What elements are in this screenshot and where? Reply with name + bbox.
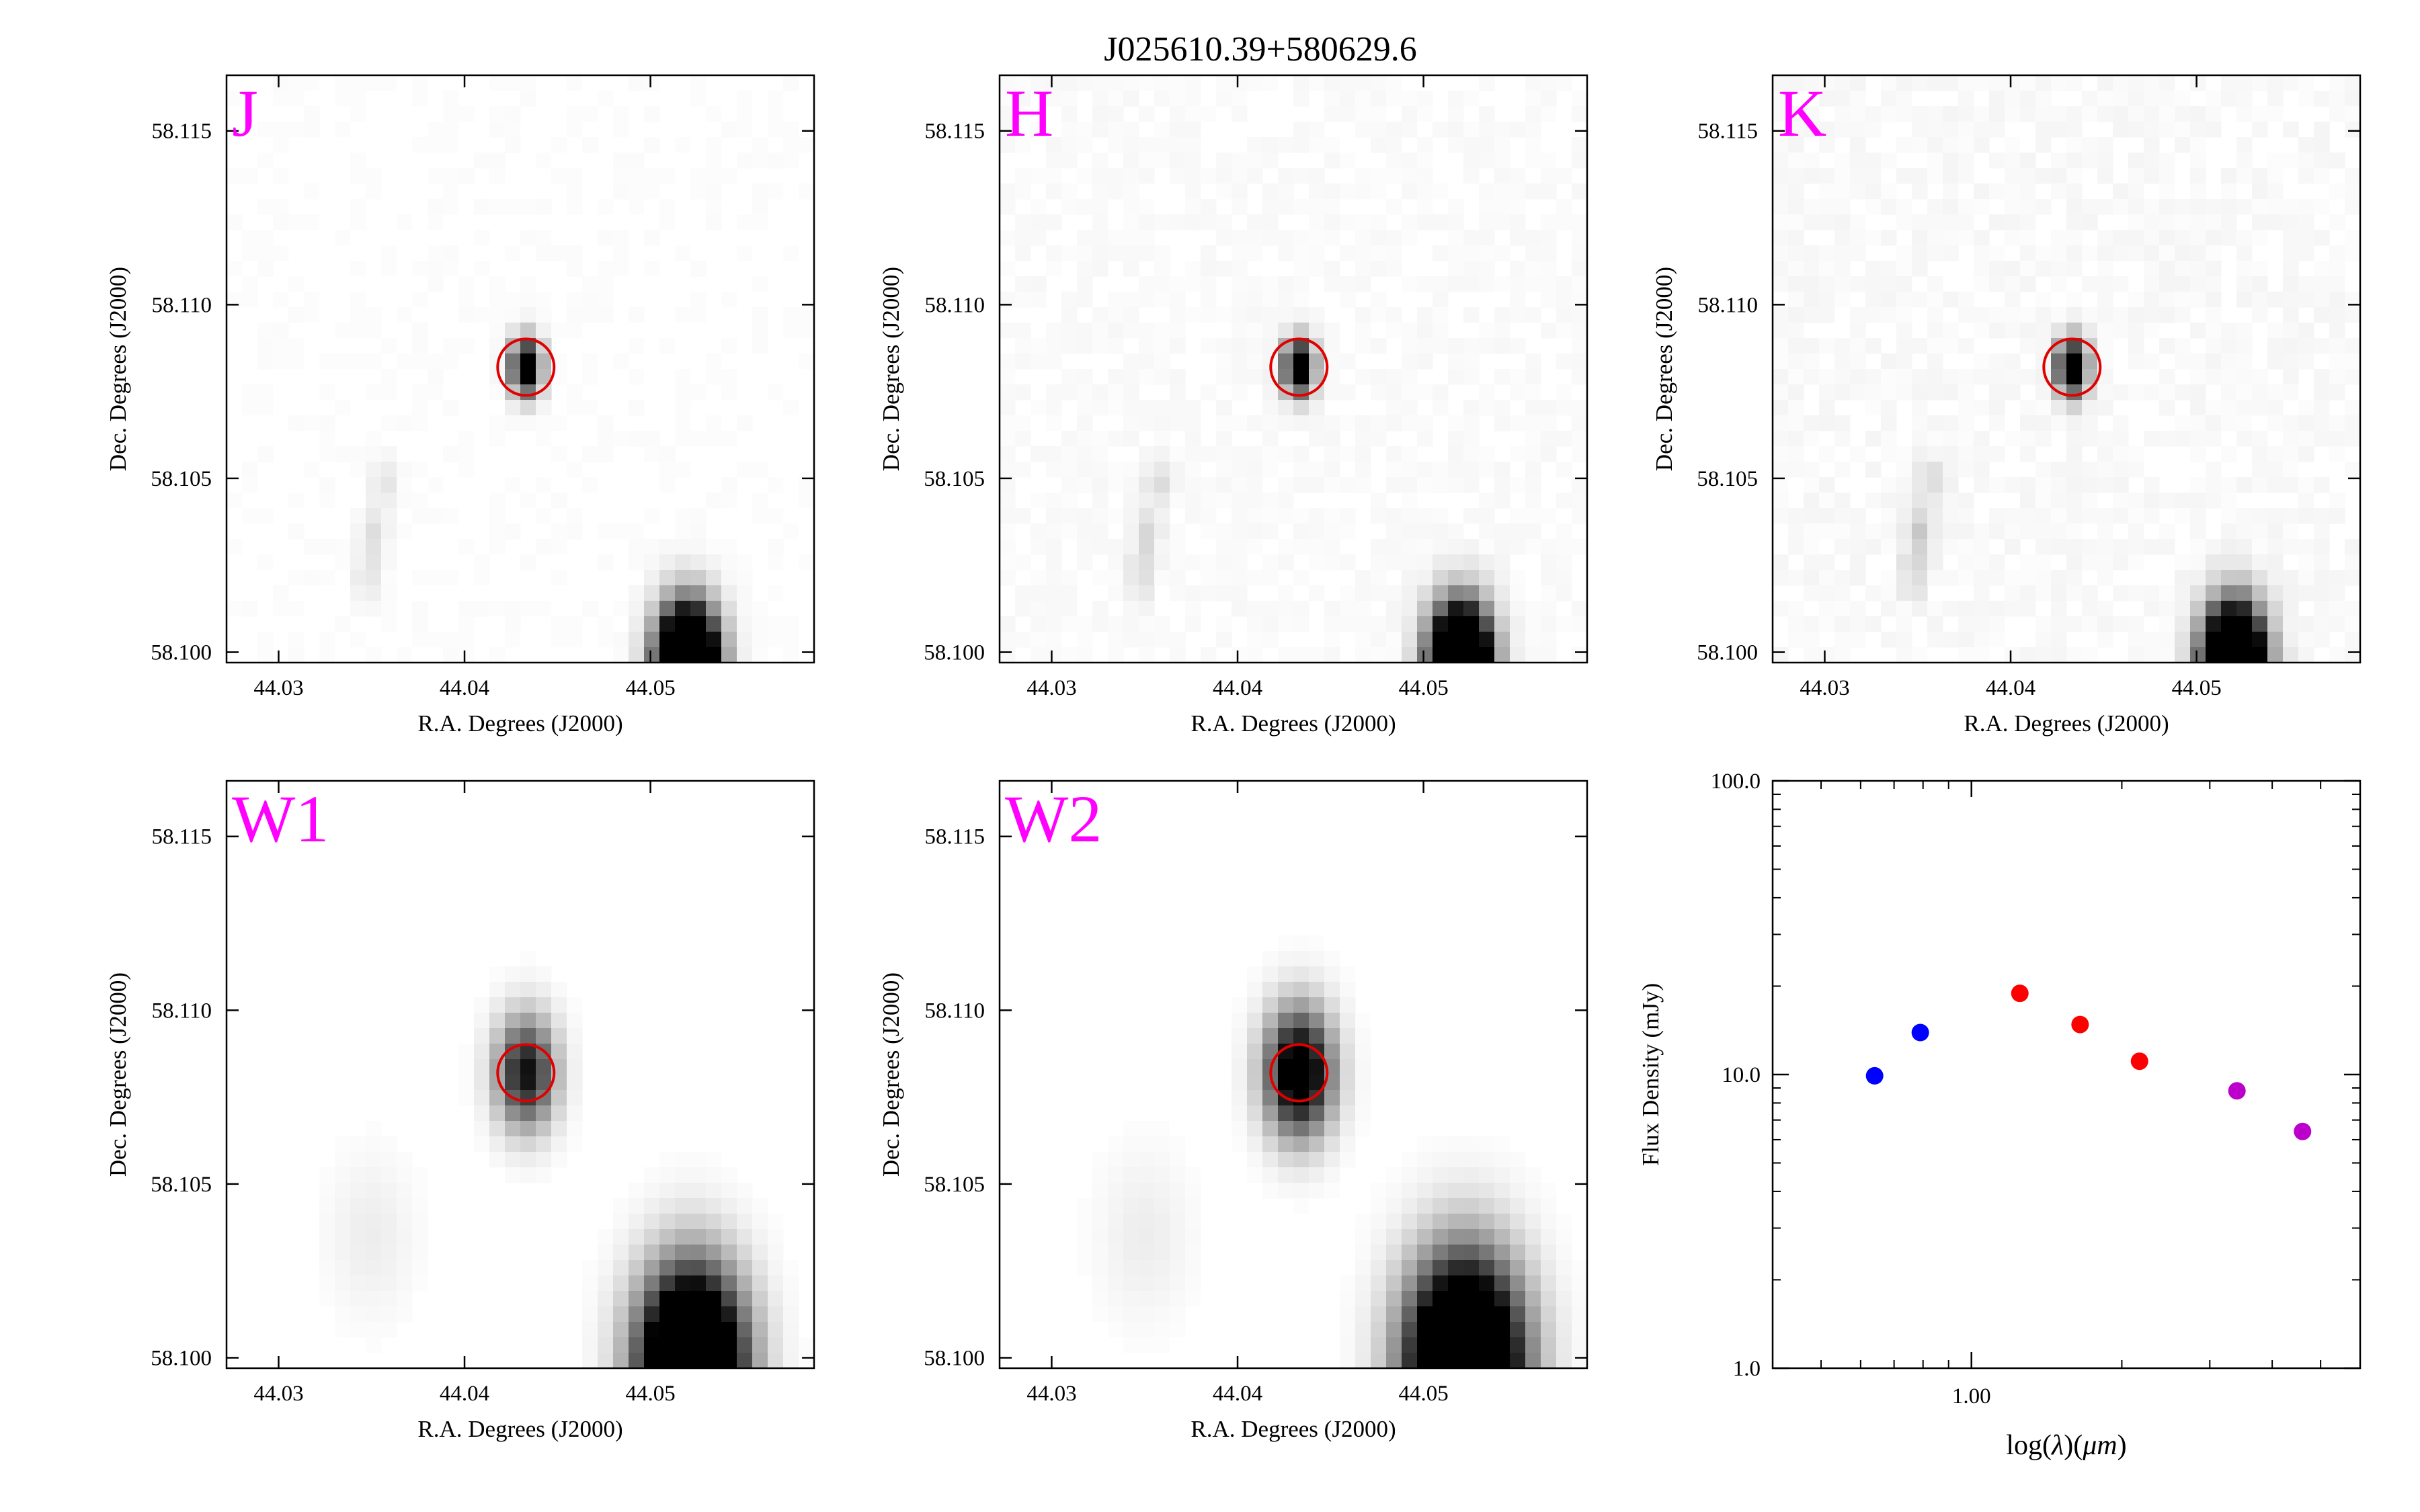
x-tick-label: 44.04 — [440, 676, 489, 700]
x-tick-label: 44.03 — [1026, 676, 1076, 700]
sed-frame — [1771, 780, 2362, 1370]
sky-image — [227, 75, 814, 663]
panel-h: 44.03 44.04 44.05 58.100 58.105 58.110 58.115 R… — [878, 74, 1588, 737]
y-tick-label: 1.0 — [1733, 1357, 1761, 1381]
x-axis-label: R.A. Degrees (J2000) — [1191, 710, 1396, 737]
sed-point — [2130, 1052, 2148, 1070]
y-tick-label: 58.100 — [151, 1346, 212, 1370]
sed-point — [2294, 1122, 2312, 1140]
panel-k: 44.03 44.04 44.05 58.100 58.105 58.110 58.115 R… — [1651, 74, 2362, 737]
y-tick-label: 58.110 — [924, 293, 985, 317]
panel-w1: 44.03 44.04 44.05 58.100 58.105 58.110 58.115 R… — [105, 780, 815, 1442]
panel-frame — [998, 780, 1588, 1370]
band-label: W1 — [232, 782, 329, 856]
sed-point — [2011, 984, 2029, 1003]
y-axis-label: Dec. Degrees (J2000) — [1651, 267, 1677, 471]
sed-plot: 1.0 10.0 100.0 1.00 Flux Density (mJy) log(λ)… — [1638, 769, 2362, 1461]
sky-image — [1000, 781, 1587, 1368]
y-tick-label: 58.110 — [151, 293, 212, 317]
x-tick-label: 44.03 — [1800, 676, 1849, 700]
panel-frame — [998, 74, 1588, 664]
y-tick-label: 58.100 — [924, 1346, 985, 1370]
sed-point — [1911, 1023, 1929, 1042]
sed-point — [2228, 1082, 2246, 1100]
panel-frame — [225, 780, 815, 1370]
target-aperture — [2042, 337, 2102, 397]
y-tick-label: 58.110 — [924, 999, 985, 1023]
y-tick-label: 58.105 — [151, 1173, 212, 1197]
panel-w2: 44.03 44.04 44.05 58.100 58.105 58.110 58.115 R… — [878, 780, 1588, 1442]
panel-frame — [225, 74, 815, 664]
sed-y-axis-label: Flux Density (mJy) — [1638, 983, 1664, 1166]
x-tick-label: 44.03 — [1026, 1382, 1076, 1406]
target-aperture — [496, 1043, 556, 1103]
y-tick-label: 58.105 — [1697, 467, 1758, 491]
image-panels: 44.03 44.04 44.05 58.100 58.105 58.110 58.115 R… — [105, 74, 2362, 1442]
panel-frame — [1771, 74, 2362, 664]
y-axis-label: Dec. Degrees (J2000) — [105, 267, 131, 471]
x-tick-label: 44.05 — [1398, 1382, 1448, 1406]
x-tick-label: 44.05 — [2171, 676, 2221, 700]
band-label: J — [232, 76, 258, 151]
sky-image — [1773, 75, 2360, 663]
y-tick-label: 58.115 — [924, 120, 985, 144]
x-tick-label: 44.03 — [253, 1382, 303, 1406]
target-aperture — [1269, 1043, 1329, 1103]
x-tick-label: 44.04 — [1213, 1382, 1262, 1406]
target-aperture — [1269, 337, 1329, 397]
y-axis-label: Dec. Degrees (J2000) — [105, 972, 131, 1177]
x-tick-label: 44.03 — [253, 676, 303, 700]
band-label: K — [1778, 76, 1826, 151]
x-tick-label: 1.00 — [1952, 1384, 1991, 1409]
y-tick-label: 58.110 — [151, 999, 212, 1023]
y-tick-label: 58.100 — [1697, 640, 1758, 665]
y-tick-label: 58.105 — [924, 467, 985, 491]
x-axis-label: R.A. Degrees (J2000) — [417, 710, 622, 737]
x-axis-label: R.A. Degrees (J2000) — [1964, 710, 2169, 737]
x-tick-label: 44.04 — [440, 1382, 489, 1406]
target-aperture — [496, 337, 556, 397]
x-tick-label: 44.05 — [625, 1382, 675, 1406]
y-tick-label: 58.110 — [1697, 293, 1758, 317]
x-tick-label: 44.05 — [625, 676, 675, 700]
y-tick-label: 58.115 — [1697, 120, 1758, 144]
y-tick-label: 58.115 — [924, 825, 985, 849]
y-tick-label: 58.115 — [151, 825, 212, 849]
y-tick-label: 58.115 — [151, 120, 212, 144]
sed-x-axis-label: log(λ)(μm) — [2006, 1430, 2126, 1461]
x-axis-label: R.A. Degrees (J2000) — [1191, 1416, 1396, 1442]
y-tick-label: 58.100 — [151, 640, 212, 665]
sed-point — [2071, 1015, 2089, 1034]
band-label: W2 — [1005, 782, 1102, 856]
x-tick-label: 44.05 — [1398, 676, 1448, 700]
y-tick-label: 58.105 — [151, 467, 212, 491]
y-tick-label: 58.105 — [924, 1173, 985, 1197]
figure-title: J025610.39+580629.6 — [1104, 30, 1417, 69]
y-tick-label: 10.0 — [1722, 1063, 1761, 1087]
y-axis-label: Dec. Degrees (J2000) — [878, 267, 904, 471]
sky-image — [1000, 75, 1587, 663]
panel-j: 44.03 44.04 44.05 58.100 58.105 58.110 58.115 R… — [105, 74, 815, 737]
y-axis-label: Dec. Degrees (J2000) — [878, 972, 904, 1177]
x-axis-label: R.A. Degrees (J2000) — [417, 1416, 622, 1442]
band-label: H — [1005, 76, 1053, 151]
y-tick-label: 100.0 — [1711, 769, 1761, 794]
x-tick-label: 44.04 — [1213, 676, 1262, 700]
x-tick-label: 44.04 — [1986, 676, 2035, 700]
sky-image — [227, 781, 814, 1368]
y-tick-label: 58.100 — [924, 640, 985, 665]
sed-point — [1865, 1066, 1884, 1085]
